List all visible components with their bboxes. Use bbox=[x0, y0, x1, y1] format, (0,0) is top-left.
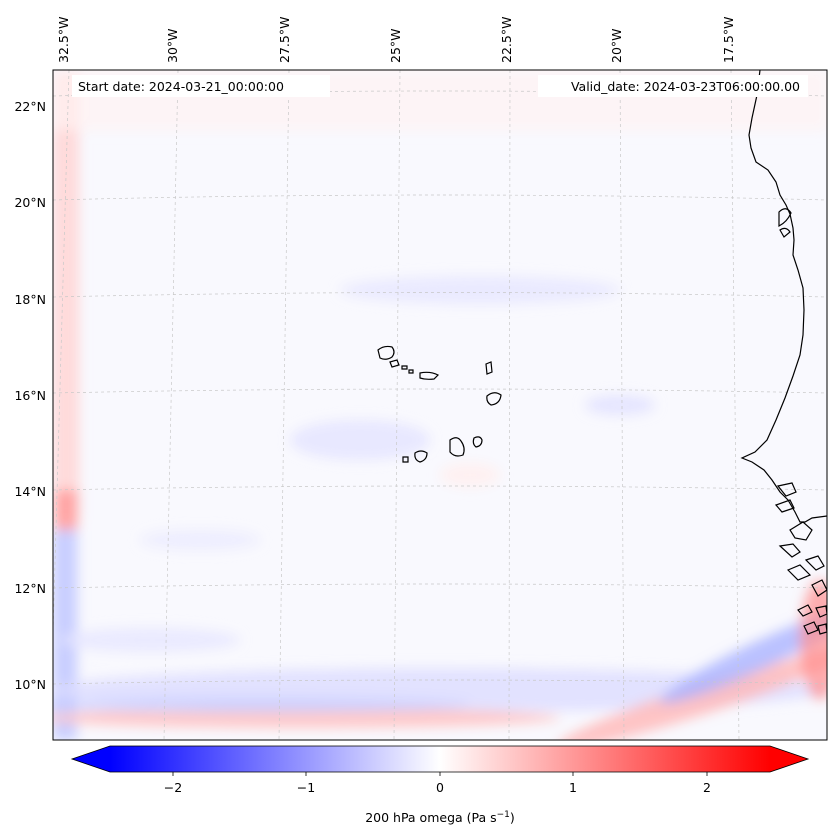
lat-label: 22°N bbox=[14, 99, 46, 114]
map-frame bbox=[52, 69, 828, 741]
map-panel: Start date: 2024-03-21_00:00:00 Valid_da… bbox=[53, 70, 827, 740]
lat-label: 18°N bbox=[14, 292, 46, 307]
lon-label: 32.5°W bbox=[56, 17, 71, 63]
colorbar-tick-label: 2 bbox=[703, 780, 711, 795]
lon-label: 25°W bbox=[388, 28, 403, 63]
lon-label: 17.5°W bbox=[721, 17, 736, 63]
lon-label: 22.5°W bbox=[499, 17, 514, 63]
colorbar-label-exponent: −1 bbox=[497, 810, 510, 820]
colorbar-min-extension bbox=[72, 746, 110, 772]
african-coastline bbox=[740, 70, 827, 523]
lon-label: 30°W bbox=[165, 28, 180, 63]
lon-label: 20°W bbox=[609, 28, 624, 63]
lon-label: 27.5°W bbox=[277, 17, 292, 63]
lat-label: 16°N bbox=[14, 388, 46, 403]
start-date-label: Start date: 2024-03-21_00:00:00 bbox=[78, 79, 284, 94]
colorbar-label-close: ) bbox=[510, 810, 515, 825]
lon-labels: 32.5°W 30°W 27.5°W 25°W 22.5°W 20°W 17.5… bbox=[56, 17, 736, 63]
valid-date-label: Valid_date: 2024-03-23T06:00:00.00 bbox=[571, 79, 800, 94]
colorbar-tick-label: −1 bbox=[297, 780, 315, 795]
colorbar-label-main: 200 hPa omega (Pa s bbox=[365, 810, 496, 825]
start-date-box bbox=[72, 75, 330, 97]
lat-label: 12°N bbox=[14, 581, 46, 596]
colorbar-ramp bbox=[110, 746, 770, 772]
lat-label: 20°N bbox=[14, 195, 46, 210]
colorbar-max-extension bbox=[770, 746, 808, 772]
colorbar: −2 −1 0 1 2 200 hPa omega (Pa s−1) bbox=[70, 745, 810, 825]
colorbar-ticks bbox=[172, 772, 708, 776]
lat-labels: 22°N 20°N 18°N 16°N 14°N 12°N 10°N bbox=[14, 99, 46, 692]
lat-label: 10°N bbox=[14, 677, 46, 692]
colorbar-tick-label: 1 bbox=[569, 780, 577, 795]
colorbar-tick-label: 0 bbox=[436, 780, 444, 795]
lat-label: 14°N bbox=[14, 484, 46, 499]
colorbar-outline bbox=[70, 745, 810, 773]
map-background bbox=[53, 70, 827, 740]
valid-date-box bbox=[538, 75, 808, 97]
coastlines bbox=[740, 70, 827, 635]
colorbar-tick-label: −2 bbox=[164, 780, 182, 795]
colorbar-label: 200 hPa omega (Pa s−1) bbox=[365, 810, 515, 825]
cape-verde-islands bbox=[377, 345, 502, 463]
